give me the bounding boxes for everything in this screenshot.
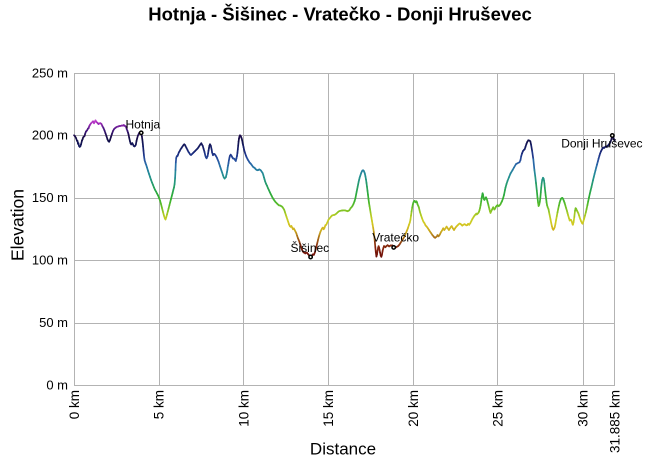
svg-text:25 km: 25 km [491,390,506,427]
svg-text:Hotnja - Šišinec - Vratečko -: Hotnja - Šišinec - Vratečko - Donji Hruš… [148,4,531,25]
svg-text:100 m: 100 m [32,253,68,268]
svg-text:50 m: 50 m [39,315,68,330]
svg-text:250 m: 250 m [32,65,68,80]
svg-text:150 m: 150 m [32,190,68,205]
svg-text:15 km: 15 km [321,390,336,427]
svg-text:200 m: 200 m [32,128,68,143]
svg-text:10 km: 10 km [236,390,251,427]
svg-text:Donji Hruševec: Donji Hruševec [561,137,642,151]
svg-text:Distance: Distance [310,440,376,458]
svg-text:Hotnja: Hotnja [126,118,161,132]
svg-text:Elevation: Elevation [8,189,28,261]
svg-text:Šišinec: Šišinec [291,240,330,255]
svg-text:20 km: 20 km [406,390,421,427]
svg-text:31.885 km: 31.885 km [608,390,623,453]
svg-text:0 km: 0 km [67,390,82,419]
svg-text:30 km: 30 km [575,390,590,427]
svg-text:0 m: 0 m [46,377,68,392]
svg-text:Vratečko: Vratečko [372,230,419,244]
svg-text:5 km: 5 km [152,390,167,419]
